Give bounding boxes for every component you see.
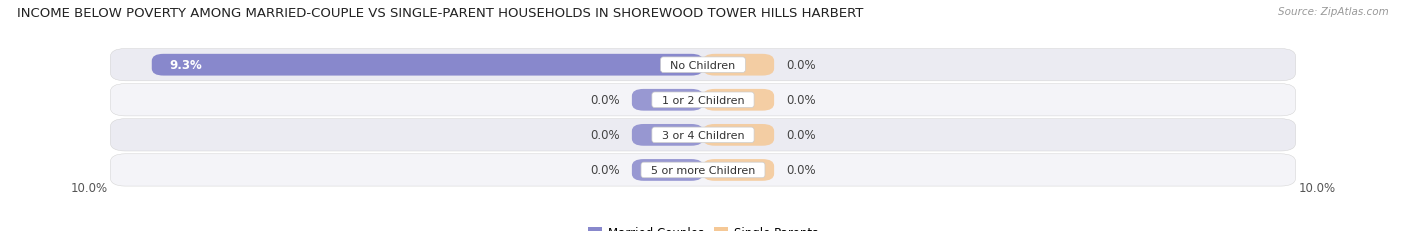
Text: No Children: No Children xyxy=(664,61,742,70)
FancyBboxPatch shape xyxy=(631,125,703,146)
FancyBboxPatch shape xyxy=(631,90,703,111)
Text: 5 or more Children: 5 or more Children xyxy=(644,165,762,175)
Text: 1 or 2 Children: 1 or 2 Children xyxy=(655,95,751,105)
Legend: Married Couples, Single Parents: Married Couples, Single Parents xyxy=(583,221,823,231)
FancyBboxPatch shape xyxy=(110,119,1296,151)
FancyBboxPatch shape xyxy=(631,159,703,181)
FancyBboxPatch shape xyxy=(703,125,775,146)
FancyBboxPatch shape xyxy=(110,84,1296,116)
FancyBboxPatch shape xyxy=(110,154,1296,186)
FancyBboxPatch shape xyxy=(152,55,703,76)
FancyBboxPatch shape xyxy=(110,49,1296,82)
Text: Source: ZipAtlas.com: Source: ZipAtlas.com xyxy=(1278,7,1389,17)
Text: 0.0%: 0.0% xyxy=(591,164,620,177)
Text: 10.0%: 10.0% xyxy=(70,181,107,194)
Text: 0.0%: 0.0% xyxy=(591,129,620,142)
Text: INCOME BELOW POVERTY AMONG MARRIED-COUPLE VS SINGLE-PARENT HOUSEHOLDS IN SHOREWO: INCOME BELOW POVERTY AMONG MARRIED-COUPL… xyxy=(17,7,863,20)
Text: 0.0%: 0.0% xyxy=(786,164,815,177)
Text: 3 or 4 Children: 3 or 4 Children xyxy=(655,130,751,140)
Text: 0.0%: 0.0% xyxy=(786,129,815,142)
Text: 0.0%: 0.0% xyxy=(591,94,620,107)
FancyBboxPatch shape xyxy=(703,55,775,76)
Text: 0.0%: 0.0% xyxy=(786,59,815,72)
FancyBboxPatch shape xyxy=(703,90,775,111)
Text: 10.0%: 10.0% xyxy=(1299,181,1336,194)
Text: 9.3%: 9.3% xyxy=(170,59,202,72)
Text: 0.0%: 0.0% xyxy=(786,94,815,107)
FancyBboxPatch shape xyxy=(703,159,775,181)
